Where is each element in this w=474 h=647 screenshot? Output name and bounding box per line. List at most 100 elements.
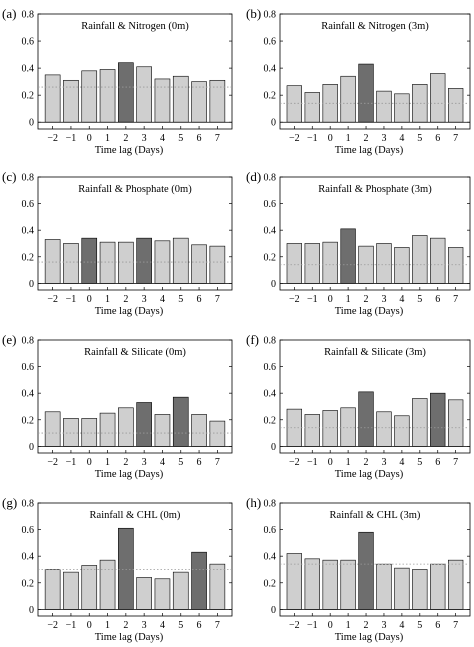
panel-label: (e) <box>2 332 16 347</box>
y-tick-label: 0.6 <box>22 362 35 373</box>
bar <box>63 243 79 284</box>
y-tick-label: 0.8 <box>22 10 35 21</box>
x-axis-label: Time lag (Days) <box>335 306 404 317</box>
y-tick-label: 0.4 <box>22 64 35 75</box>
x-tick-label: 2 <box>123 133 128 144</box>
bar <box>81 418 98 447</box>
x-tick-label: 4 <box>160 133 165 144</box>
plot-frame <box>37 339 233 454</box>
x-tick-label: 5 <box>417 620 422 631</box>
x-tick-label: 3 <box>381 620 386 631</box>
x-tick-label: 3 <box>142 457 147 468</box>
bar <box>154 78 171 123</box>
x-tick-label: 1 <box>346 294 351 305</box>
y-tick-label: 0.8 <box>22 336 35 347</box>
bar <box>136 577 152 610</box>
y-tick-label: 0.4 <box>22 389 35 400</box>
x-tick-label: 5 <box>417 294 422 305</box>
x-tick-label: 2 <box>364 457 369 468</box>
y-tick-label: 0.2 <box>264 415 277 426</box>
x-tick-label: 1 <box>105 457 110 468</box>
bar <box>448 399 464 447</box>
plot-frame <box>37 13 233 130</box>
x-tick-label: 5 <box>178 620 183 631</box>
bar-highlighted <box>118 62 134 123</box>
y-tick-label: 0 <box>271 279 276 290</box>
plot-frame <box>37 176 233 291</box>
y-tick-label: 0 <box>29 279 34 290</box>
panel-label: (a) <box>2 6 16 21</box>
bar <box>430 73 446 123</box>
x-tick-label: −1 <box>307 457 318 468</box>
bar <box>154 414 171 447</box>
bar-highlighted <box>430 392 446 447</box>
y-tick-label: 0 <box>271 118 276 129</box>
panel-label: (g) <box>2 495 17 510</box>
x-tick-label: 4 <box>399 294 404 305</box>
x-tick-label: 2 <box>364 133 369 144</box>
bar <box>376 90 392 123</box>
chart-panel: (b) 0 0.2 0.4 0.6 0.8 −2 −1 0 1 2 3 4 5 6 7 Rainfall & N… <box>246 6 471 156</box>
bar <box>44 74 61 123</box>
x-tick-label: 6 <box>435 133 440 144</box>
bar-highlighted <box>136 402 152 447</box>
chart-panel: (e) 0 0.2 0.4 0.6 0.8 −2 −1 0 1 2 3 4 5 6 7 Rainfall & S… <box>2 332 233 480</box>
y-tick-label: 0.2 <box>22 252 35 263</box>
x-tick-label: 2 <box>123 457 128 468</box>
y-tick-label: 0.8 <box>264 10 277 21</box>
x-tick-label: −1 <box>66 620 77 631</box>
bar <box>430 237 446 284</box>
plot-frame <box>279 13 471 130</box>
panel-title: Rainfall & Nitrogen (0m) <box>81 21 189 32</box>
bar-highlighted <box>118 527 134 610</box>
bar <box>304 414 320 447</box>
x-axis-label: Time lag (Days) <box>335 469 404 480</box>
bar <box>376 243 392 284</box>
x-tick-label: 6 <box>435 457 440 468</box>
x-tick-label: 4 <box>399 133 404 144</box>
panel-label: (b) <box>246 6 261 21</box>
bar <box>376 411 392 447</box>
bar <box>118 407 134 447</box>
y-tick-label: 0.8 <box>264 499 277 510</box>
y-tick-label: 0.4 <box>22 552 35 563</box>
x-tick-label: 1 <box>346 133 351 144</box>
x-tick-label: −2 <box>289 294 300 305</box>
bar <box>209 420 226 447</box>
bar <box>394 415 410 447</box>
bar <box>209 563 226 610</box>
x-tick-label: 7 <box>453 620 458 631</box>
bar <box>448 247 464 284</box>
x-tick-label: 3 <box>142 133 147 144</box>
bar <box>286 243 302 284</box>
chart-panel: (c) 0 0.2 0.4 0.6 0.8 −2 −1 0 1 2 3 4 5 6 7 Rainfall & P… <box>2 169 233 317</box>
y-tick-label: 0.6 <box>22 37 35 48</box>
y-tick-label: 0.2 <box>264 252 277 263</box>
x-tick-label: 7 <box>215 620 220 631</box>
chart-panel: (f) 0 0.2 0.4 0.6 0.8 −2 −1 0 1 2 3 4 5 6 7 Rainfall & S… <box>246 332 471 480</box>
y-tick-label: 0.8 <box>22 499 35 510</box>
x-tick-label: 7 <box>453 457 458 468</box>
x-tick-label: 6 <box>435 620 440 631</box>
panel-label: (h) <box>246 495 261 510</box>
panel-title: Rainfall & CHL (3m) <box>330 510 421 521</box>
bar <box>209 79 226 123</box>
y-tick-label: 0.2 <box>264 91 277 102</box>
panel-title: Rainfall & Phosphate (0m) <box>78 184 192 195</box>
x-tick-label: 0 <box>87 457 92 468</box>
x-tick-label: 0 <box>328 457 333 468</box>
x-tick-label: 5 <box>417 457 422 468</box>
bar <box>172 571 189 610</box>
bar <box>118 241 134 284</box>
bar-highlighted <box>81 237 98 284</box>
y-tick-label: 0.6 <box>22 199 35 210</box>
bar <box>191 414 207 447</box>
bar <box>99 241 116 284</box>
bar <box>448 88 464 123</box>
x-tick-label: 0 <box>87 620 92 631</box>
chart-panel: (g) 0 0.2 0.4 0.6 0.8 −2 −1 0 1 2 3 4 5 6 7 Rainfall & C… <box>2 495 233 643</box>
y-tick-label: 0 <box>271 442 276 453</box>
bar <box>376 563 392 610</box>
y-tick-label: 0.6 <box>264 362 277 373</box>
